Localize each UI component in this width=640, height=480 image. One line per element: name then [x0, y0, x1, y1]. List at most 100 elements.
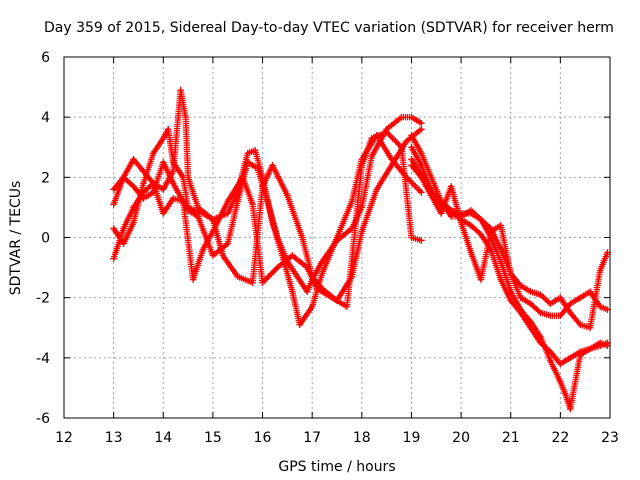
- data-point: [388, 162, 395, 169]
- y-tick-label: 2: [41, 170, 50, 186]
- data-point: [140, 195, 147, 202]
- data-point: [274, 234, 281, 241]
- plot-frame: [63, 56, 611, 419]
- data-point: [244, 159, 251, 166]
- data-point: [507, 270, 514, 277]
- data-point: [467, 249, 475, 256]
- data-point: [318, 258, 326, 265]
- plus-markers: [110, 129, 425, 310]
- x-tick-label: 19: [403, 430, 421, 446]
- x-tick-label: 14: [154, 430, 172, 446]
- data-point: [596, 342, 604, 349]
- data-point: [296, 321, 303, 328]
- data-point: [448, 183, 455, 190]
- data-point: [428, 174, 435, 181]
- data-point: [577, 294, 584, 301]
- data-point: [160, 186, 167, 193]
- data-point: [309, 303, 316, 310]
- data-point: [373, 186, 380, 193]
- data-point: [130, 219, 137, 226]
- data-point: [408, 132, 415, 139]
- data-point: [418, 189, 425, 196]
- data-point: [140, 168, 147, 175]
- x-tick-label: 20: [452, 430, 470, 446]
- data-point: [457, 213, 465, 220]
- data-point: [547, 348, 554, 355]
- data-point: [318, 270, 326, 277]
- data-point: [497, 246, 504, 253]
- y-tick-label: 6: [41, 50, 50, 66]
- data-point: [333, 237, 341, 244]
- data-point: [477, 216, 485, 223]
- y-tick-label: -4: [36, 351, 50, 367]
- data-point: [234, 273, 241, 280]
- data-point: [150, 180, 157, 187]
- data-point: [150, 150, 157, 157]
- tick-layer: 12 13 14 15 16 17 18 19 20 21 22 23 -6 -4 -2 0 2 4 6: [36, 50, 619, 446]
- data-point: [120, 225, 127, 232]
- data-point: [239, 174, 246, 181]
- data-point: [467, 222, 475, 229]
- data-point: [547, 312, 554, 319]
- data-point: [487, 246, 495, 253]
- data-point: [264, 198, 271, 205]
- data-point: [467, 207, 475, 214]
- data-point: [304, 264, 311, 271]
- data-point: [182, 114, 189, 121]
- data-point: [209, 228, 217, 235]
- data-point: [199, 246, 207, 253]
- data-point: [179, 174, 187, 181]
- data-point: [408, 114, 415, 121]
- data-point: [165, 126, 172, 133]
- data-point: [418, 171, 425, 178]
- x-tick-label: 18: [353, 430, 371, 446]
- data-point: [304, 288, 311, 295]
- data-point: [249, 279, 256, 286]
- data-point: [562, 390, 569, 398]
- data-point: [567, 309, 574, 316]
- x-tick-label: 16: [254, 430, 272, 446]
- data-point: [497, 222, 504, 229]
- data-point: [408, 234, 415, 241]
- data-point: [438, 198, 445, 205]
- data-point: [289, 288, 296, 295]
- data-point: [294, 273, 301, 280]
- data-point: [343, 303, 351, 310]
- data-point: [348, 198, 356, 205]
- data-point: [517, 309, 524, 316]
- data-point: [130, 183, 137, 190]
- data-point: [577, 321, 584, 328]
- data-point: [269, 162, 276, 169]
- data-point: [586, 324, 594, 331]
- data-point: [160, 135, 167, 142]
- data-point: [299, 234, 306, 241]
- x-tick-label: 12: [55, 430, 73, 446]
- x-tick-label: 17: [303, 430, 321, 446]
- data-point: [567, 354, 574, 361]
- data-point: [284, 192, 291, 199]
- data-point: [507, 297, 514, 304]
- data-point: [249, 201, 256, 208]
- y-tick-label: -2: [36, 291, 50, 307]
- data-point: [537, 309, 544, 316]
- data-point: [177, 86, 184, 94]
- data-point: [224, 240, 231, 247]
- data-point: [259, 279, 266, 286]
- data-point: [487, 225, 495, 232]
- data-point: [428, 189, 435, 196]
- y-axis-label: SDTVAR / TECUs: [8, 181, 24, 296]
- y-tick-label: 4: [41, 110, 50, 126]
- data-point: [497, 276, 504, 283]
- y-tick-label: -6: [36, 411, 50, 427]
- data-point: [403, 138, 410, 145]
- data-point: [567, 405, 574, 413]
- data-point: [586, 288, 594, 295]
- data-point: [179, 198, 187, 205]
- data-point: [368, 153, 375, 160]
- x-tick-label: 23: [601, 430, 619, 446]
- data-point: [219, 252, 226, 259]
- data-point: [130, 156, 137, 163]
- data-point: [254, 165, 261, 172]
- data-point: [110, 225, 117, 232]
- data-point: [527, 300, 534, 307]
